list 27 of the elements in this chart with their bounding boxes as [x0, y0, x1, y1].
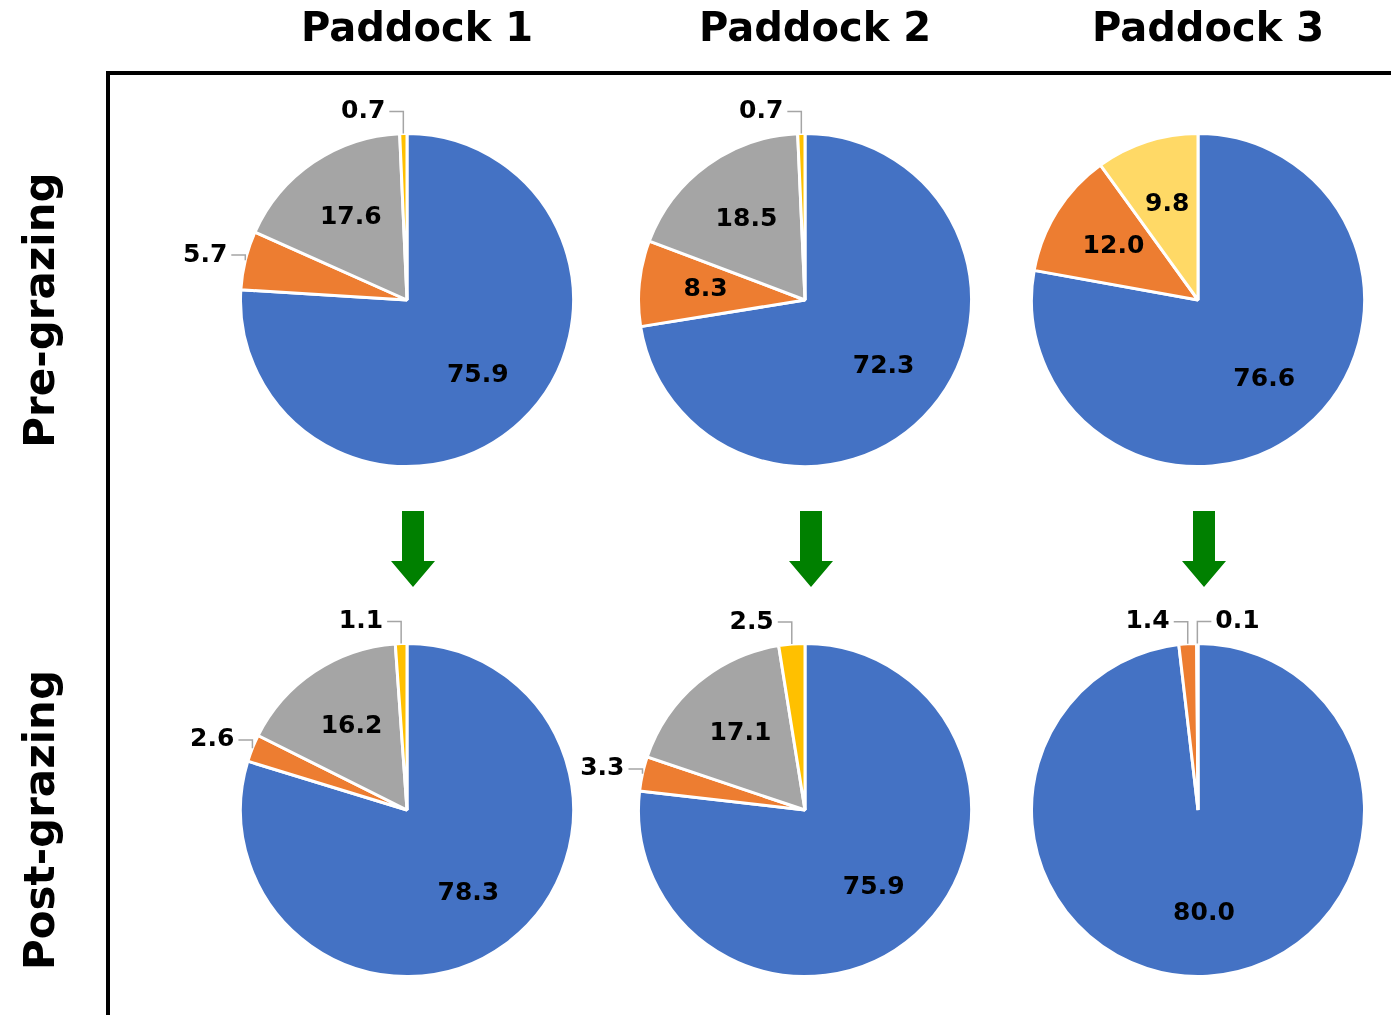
- data-label: 1.4: [1125, 605, 1170, 635]
- data-label: 76.6: [1233, 362, 1296, 392]
- data-label: 17.6: [319, 200, 382, 230]
- data-label: 75.9: [842, 870, 905, 900]
- data-label: 1.1: [338, 605, 384, 635]
- data-label: 75.9: [446, 358, 509, 388]
- data-label: 3.3: [580, 752, 625, 782]
- data-label: 0.7: [341, 95, 386, 125]
- chart-title: Paddock 2: [697, 4, 933, 50]
- chart-title: Paddock 1: [299, 4, 535, 50]
- data-label: 80.0: [1173, 896, 1235, 926]
- data-label: 2.5: [729, 605, 774, 635]
- data-label: 5.7: [183, 238, 228, 268]
- data-label: 16.2: [320, 710, 383, 740]
- data-label: 8.3: [683, 273, 728, 303]
- chart-title: Paddock 3: [1090, 4, 1326, 50]
- data-label: 9.8: [1145, 188, 1190, 218]
- data-label: 17.1: [709, 717, 772, 747]
- data-label: 12.0: [1082, 230, 1145, 260]
- data-label: 0.7: [739, 95, 784, 125]
- data-label: 18.5: [715, 202, 778, 232]
- text: Post-grazing: [14, 668, 65, 973]
- data-label: 2.6: [190, 723, 235, 753]
- data-label: 0.1: [1215, 605, 1260, 634]
- data-label: 78.3: [437, 876, 500, 906]
- text: Pre-grazing: [14, 171, 65, 450]
- data-label: 72.3: [852, 350, 915, 380]
